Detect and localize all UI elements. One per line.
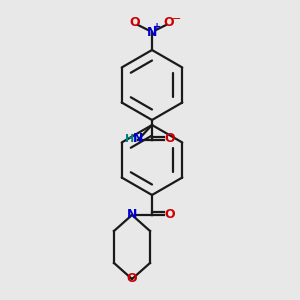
Text: O: O bbox=[165, 133, 175, 146]
Text: O: O bbox=[164, 16, 174, 29]
Text: O: O bbox=[165, 208, 175, 220]
Text: H: H bbox=[125, 134, 135, 144]
Text: O: O bbox=[130, 16, 140, 29]
Text: O: O bbox=[127, 272, 137, 286]
Text: N: N bbox=[147, 26, 157, 38]
Text: N: N bbox=[127, 208, 137, 220]
Text: +: + bbox=[153, 22, 161, 32]
Text: −: − bbox=[172, 14, 182, 24]
Text: N: N bbox=[133, 133, 143, 146]
